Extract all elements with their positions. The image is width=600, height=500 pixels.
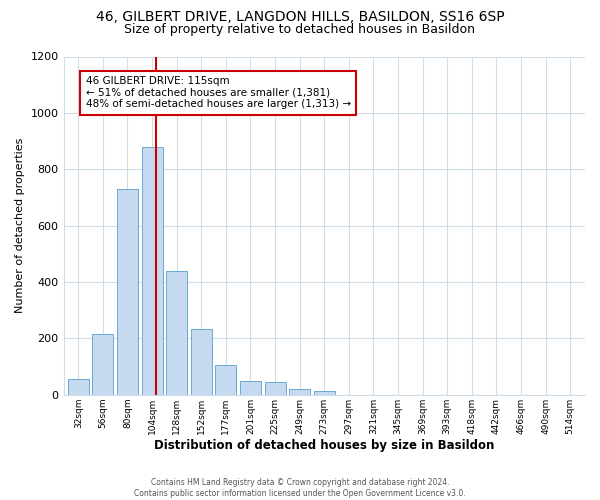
- X-axis label: Distribution of detached houses by size in Basildon: Distribution of detached houses by size …: [154, 440, 494, 452]
- Bar: [142, 146, 163, 395]
- Text: Size of property relative to detached houses in Basildon: Size of property relative to detached ho…: [125, 22, 476, 36]
- Bar: [117, 189, 138, 395]
- Bar: [92, 334, 113, 395]
- Y-axis label: Number of detached properties: Number of detached properties: [15, 138, 25, 314]
- Text: 46, GILBERT DRIVE, LANGDON HILLS, BASILDON, SS16 6SP: 46, GILBERT DRIVE, LANGDON HILLS, BASILD…: [95, 10, 505, 24]
- Bar: [166, 271, 187, 395]
- Bar: [191, 328, 212, 395]
- Bar: [314, 391, 335, 395]
- Bar: [68, 380, 89, 395]
- Bar: [215, 365, 236, 395]
- Text: Contains HM Land Registry data © Crown copyright and database right 2024.
Contai: Contains HM Land Registry data © Crown c…: [134, 478, 466, 498]
- Bar: [265, 382, 286, 395]
- Bar: [289, 389, 310, 395]
- Text: 46 GILBERT DRIVE: 115sqm
← 51% of detached houses are smaller (1,381)
48% of sem: 46 GILBERT DRIVE: 115sqm ← 51% of detach…: [86, 76, 351, 110]
- Bar: [240, 380, 261, 395]
